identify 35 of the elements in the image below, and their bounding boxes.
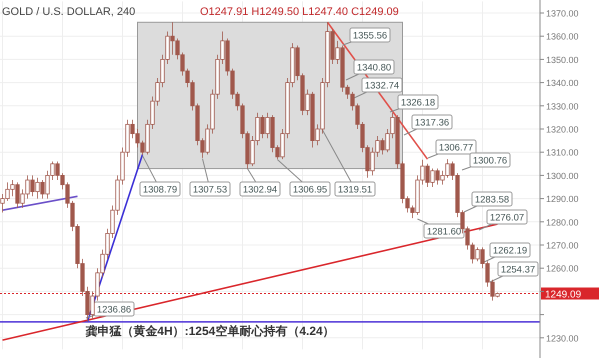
annotation: 1236.86 xyxy=(96,304,132,316)
annotation: 1317.36 xyxy=(414,118,450,128)
annotation: 1306.95 xyxy=(292,184,328,196)
annotation: 1326.18 xyxy=(400,98,436,108)
y-tick-label: 1300.00 xyxy=(546,170,579,181)
ref-line-label: 1249.09 xyxy=(545,290,582,301)
annotation: 1276.07 xyxy=(490,212,524,224)
annotation: 1319.51 xyxy=(338,184,372,196)
y-tick-label: 1310.00 xyxy=(546,148,579,158)
annotation: 1308.79 xyxy=(142,184,178,196)
annotation: 1355.56 xyxy=(352,30,388,42)
y-tick-label: 1370.00 xyxy=(546,8,579,18)
annotation: 1340.80 xyxy=(356,62,392,74)
annotation: 1300.76 xyxy=(472,156,508,166)
y-tick-label: 1270.00 xyxy=(546,240,579,250)
y-tick-label: 1360.00 xyxy=(546,32,579,42)
annotation: 龚申猛（黄金4H）:1254空单耐心持有（4.24） xyxy=(85,324,335,338)
y-tick-label: 1320.00 xyxy=(546,124,579,134)
annotation: 1332.74 xyxy=(364,80,400,92)
chart-title: GOLD / U.S. DOLLAR, 240 xyxy=(2,6,136,18)
y-tick-label: 1330.00 xyxy=(546,101,579,112)
annotation: 1306.77 xyxy=(438,142,474,154)
y-tick-label: 1290.00 xyxy=(546,194,579,204)
chart-subtitle: O1247.91 H1249.50 L1247.40 C1249.09 xyxy=(200,6,399,18)
annotation: 1281.60 xyxy=(426,226,462,238)
y-tick-label: 1350.00 xyxy=(546,54,579,65)
y-tick-label: 1280.00 xyxy=(546,217,579,228)
annotation: 1302.94 xyxy=(242,184,278,196)
y-tick-label: 1340.00 xyxy=(546,78,579,88)
y-tick-label: 1230.00 xyxy=(546,333,579,344)
annotation: 1283.58 xyxy=(474,194,510,206)
y-tick-label: 1260.00 xyxy=(546,264,579,274)
text: 1254.37 xyxy=(500,264,536,276)
annotation: 1307.53 xyxy=(192,184,228,196)
annotation: 1262.19 xyxy=(492,246,528,256)
